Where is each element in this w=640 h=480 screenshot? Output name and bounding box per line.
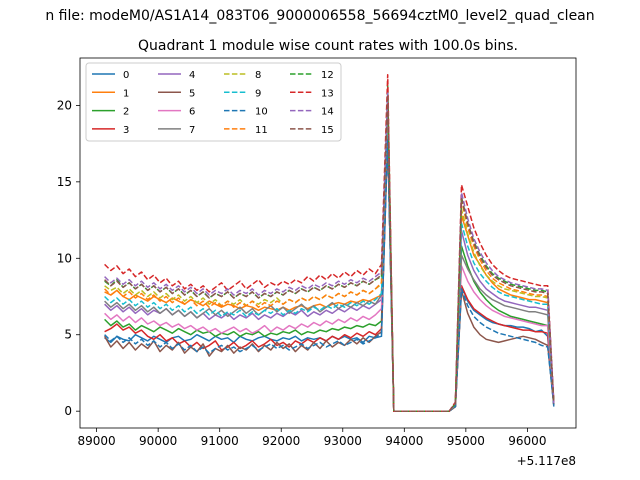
series-lines xyxy=(103,74,555,412)
y-tick-label: 15 xyxy=(57,175,72,189)
series-line-3 xyxy=(104,132,555,412)
series-line-5 xyxy=(103,135,555,412)
legend-label-9: 9 xyxy=(255,88,261,99)
series-line-9 xyxy=(104,104,555,412)
y-tick-label: 20 xyxy=(57,98,72,112)
series-line-6 xyxy=(104,107,555,412)
series-line-11 xyxy=(104,89,555,412)
legend-label-0: 0 xyxy=(123,70,129,81)
legend-label-8: 8 xyxy=(255,70,261,81)
x-tick-label: 91000 xyxy=(201,434,239,448)
x-tick-label: 90000 xyxy=(139,434,177,448)
x-tick-label: 94000 xyxy=(385,434,423,448)
y-tick-label: 10 xyxy=(57,251,72,265)
legend-label-7: 7 xyxy=(189,125,195,136)
legend-label-1: 1 xyxy=(123,88,129,99)
legend-label-2: 2 xyxy=(123,107,129,118)
series-line-15 xyxy=(104,93,555,412)
legend-label-10: 10 xyxy=(255,107,268,118)
x-tick-label: 89000 xyxy=(78,434,116,448)
series-line-10 xyxy=(104,138,555,412)
series-line-7 xyxy=(104,112,555,412)
x-offset-label: +5.117e8 xyxy=(517,454,576,468)
series-line-14 xyxy=(104,92,555,412)
legend-label-13: 13 xyxy=(321,88,334,99)
x-tick-label: 92000 xyxy=(262,434,300,448)
x-tick-label: 96000 xyxy=(508,434,546,448)
series-line-13 xyxy=(104,74,555,412)
legend-label-4: 4 xyxy=(189,70,195,81)
legend-label-14: 14 xyxy=(321,107,334,118)
plot-frame xyxy=(79,57,577,429)
legend-label-11: 11 xyxy=(255,125,268,136)
legend-label-5: 5 xyxy=(189,88,195,99)
legend-label-15: 15 xyxy=(321,125,334,136)
figure-suptitle: n file: modeM0/AS1A14_083T06_9000006558_… xyxy=(45,8,594,24)
y-tick-label: 0 xyxy=(64,404,72,418)
legend-label-3: 3 xyxy=(123,125,129,136)
x-tick-label: 93000 xyxy=(324,434,362,448)
series-line-2 xyxy=(104,124,555,412)
y-tick-label: 5 xyxy=(64,328,72,342)
chart-title: Quadrant 1 module wise count rates with … xyxy=(138,38,518,54)
y-axis-ticks: 0 5 10 15 20 xyxy=(57,98,80,418)
legend-label-6: 6 xyxy=(189,107,195,118)
legend-label-12: 12 xyxy=(321,70,334,81)
x-tick-label: 95000 xyxy=(447,434,485,448)
x-axis-ticks: 89000 90000 91000 92000 93000 94000 95000 96000 xyxy=(78,428,546,448)
legend-box xyxy=(85,62,342,142)
